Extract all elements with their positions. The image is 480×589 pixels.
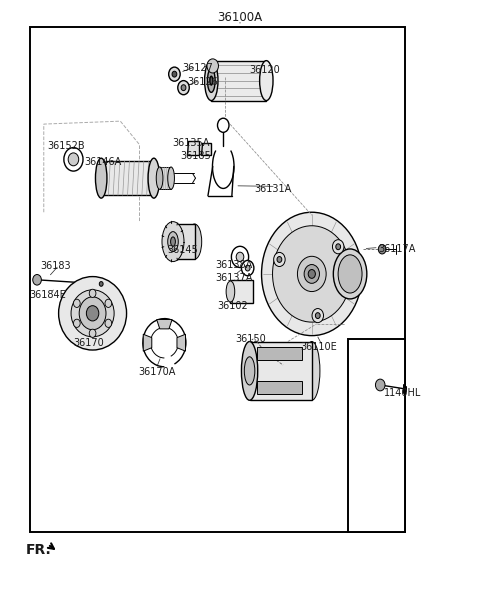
Ellipse shape [170,237,175,246]
Circle shape [168,67,180,81]
Text: 36152B: 36152B [48,141,85,151]
Text: 36117A: 36117A [379,244,416,254]
Circle shape [312,309,324,323]
Circle shape [89,289,96,297]
Ellipse shape [333,249,367,299]
Circle shape [375,379,385,391]
Ellipse shape [241,342,258,401]
Ellipse shape [304,264,320,283]
Ellipse shape [207,69,215,92]
Circle shape [274,253,285,266]
Polygon shape [177,334,185,351]
Text: 36145: 36145 [167,245,198,255]
Circle shape [99,282,103,286]
Circle shape [73,299,80,307]
Ellipse shape [308,270,315,279]
Ellipse shape [338,255,362,293]
Text: 36127: 36127 [182,62,214,72]
Circle shape [245,265,250,271]
Circle shape [378,244,386,254]
Circle shape [336,244,341,250]
Text: 36131A: 36131A [254,184,292,194]
Circle shape [236,252,244,262]
Ellipse shape [59,277,127,350]
Polygon shape [201,143,211,155]
Ellipse shape [298,256,326,292]
Ellipse shape [168,167,174,189]
Circle shape [105,319,112,327]
Text: 1140HL: 1140HL [384,388,421,398]
Text: 36137A: 36137A [215,273,252,283]
Text: 36146A: 36146A [84,157,122,167]
Text: 36100A: 36100A [217,11,263,24]
Ellipse shape [168,231,178,252]
Polygon shape [143,334,152,351]
Circle shape [64,148,83,171]
Ellipse shape [96,158,107,198]
Circle shape [73,319,80,327]
Text: 36185: 36185 [180,151,211,161]
Bar [257,382,302,395]
Circle shape [315,313,320,319]
Text: 36183: 36183 [40,262,71,272]
Ellipse shape [148,158,159,198]
Text: 36110E: 36110E [300,342,336,352]
Text: 36120: 36120 [250,65,280,75]
Ellipse shape [260,61,273,101]
Circle shape [273,226,351,322]
Circle shape [105,299,112,307]
Ellipse shape [244,357,255,385]
Text: 36170A: 36170A [139,367,176,377]
Circle shape [86,306,99,321]
Circle shape [178,81,189,95]
Text: 36102: 36102 [217,301,248,311]
Bar [159,167,171,189]
Bar [257,348,302,360]
Ellipse shape [187,224,202,259]
Circle shape [241,260,254,276]
Ellipse shape [207,59,218,73]
Circle shape [89,329,96,337]
Circle shape [172,71,177,77]
Text: 36184E: 36184E [29,290,66,299]
Circle shape [262,212,362,336]
Text: 36135A: 36135A [172,138,209,148]
Circle shape [68,153,79,166]
Ellipse shape [156,167,163,189]
Bar [230,280,253,303]
Circle shape [217,118,229,133]
Text: FR.: FR. [25,543,51,557]
Bar [211,61,266,101]
Ellipse shape [226,281,235,302]
Ellipse shape [162,221,184,262]
Bar [101,161,154,195]
Polygon shape [156,319,172,329]
Circle shape [79,297,106,330]
Text: 36170: 36170 [73,337,104,348]
Circle shape [33,274,41,285]
Circle shape [181,85,186,91]
Bar [173,224,194,259]
Text: 36138A: 36138A [215,260,252,270]
Text: 36150: 36150 [235,333,266,343]
Bar [30,27,405,532]
Ellipse shape [204,61,218,101]
Ellipse shape [304,342,320,401]
Ellipse shape [210,76,213,85]
Polygon shape [187,141,199,155]
Ellipse shape [71,290,114,337]
Circle shape [231,246,249,267]
Text: 36126: 36126 [187,77,218,87]
Circle shape [277,257,282,263]
Bar [250,342,312,401]
Bar [348,339,405,532]
Circle shape [333,240,344,254]
